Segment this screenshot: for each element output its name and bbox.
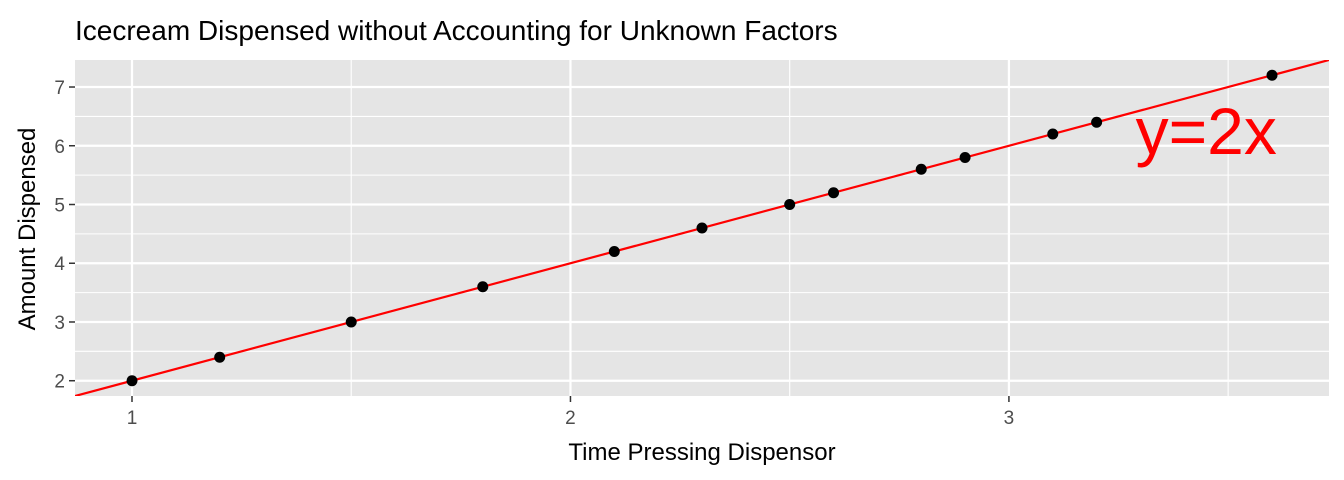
y-tick-label: 6 — [54, 137, 65, 158]
x-axis-title: Time Pressing Dispensor — [568, 439, 835, 466]
data-point — [828, 187, 840, 199]
data-point — [1266, 69, 1278, 81]
data-point — [477, 281, 489, 293]
y-axis-title: Amount Dispensed — [14, 128, 41, 331]
x-axis: 1 2 3 — [127, 396, 1015, 429]
data-point — [696, 222, 708, 234]
y-tick-label: 3 — [54, 313, 65, 334]
y-tick-label: 7 — [54, 78, 65, 99]
y-tick-label: 2 — [54, 372, 65, 393]
chart-title: Icecream Dispensed without Accounting fo… — [75, 15, 838, 46]
y-axis: 2 3 4 5 6 7 — [54, 78, 75, 393]
data-point — [915, 163, 927, 175]
data-point — [784, 199, 796, 211]
grid-major — [75, 60, 1329, 396]
y-tick-label: 5 — [54, 196, 65, 217]
equation-annotation: y=2x — [1136, 94, 1277, 168]
data-points — [126, 69, 1278, 387]
data-point — [1091, 116, 1103, 128]
data-point — [1047, 128, 1059, 140]
data-point — [126, 375, 138, 387]
plot-panel: y=2x — [75, 60, 1329, 396]
data-point — [608, 245, 620, 257]
x-tick-label: 3 — [1004, 408, 1015, 429]
y-tick-label: 4 — [54, 254, 65, 275]
data-point — [345, 316, 357, 328]
x-tick-label: 2 — [565, 408, 576, 429]
grid-minor — [75, 60, 1329, 396]
x-tick-label: 1 — [127, 408, 138, 429]
data-point — [959, 152, 971, 164]
data-point — [214, 351, 226, 363]
